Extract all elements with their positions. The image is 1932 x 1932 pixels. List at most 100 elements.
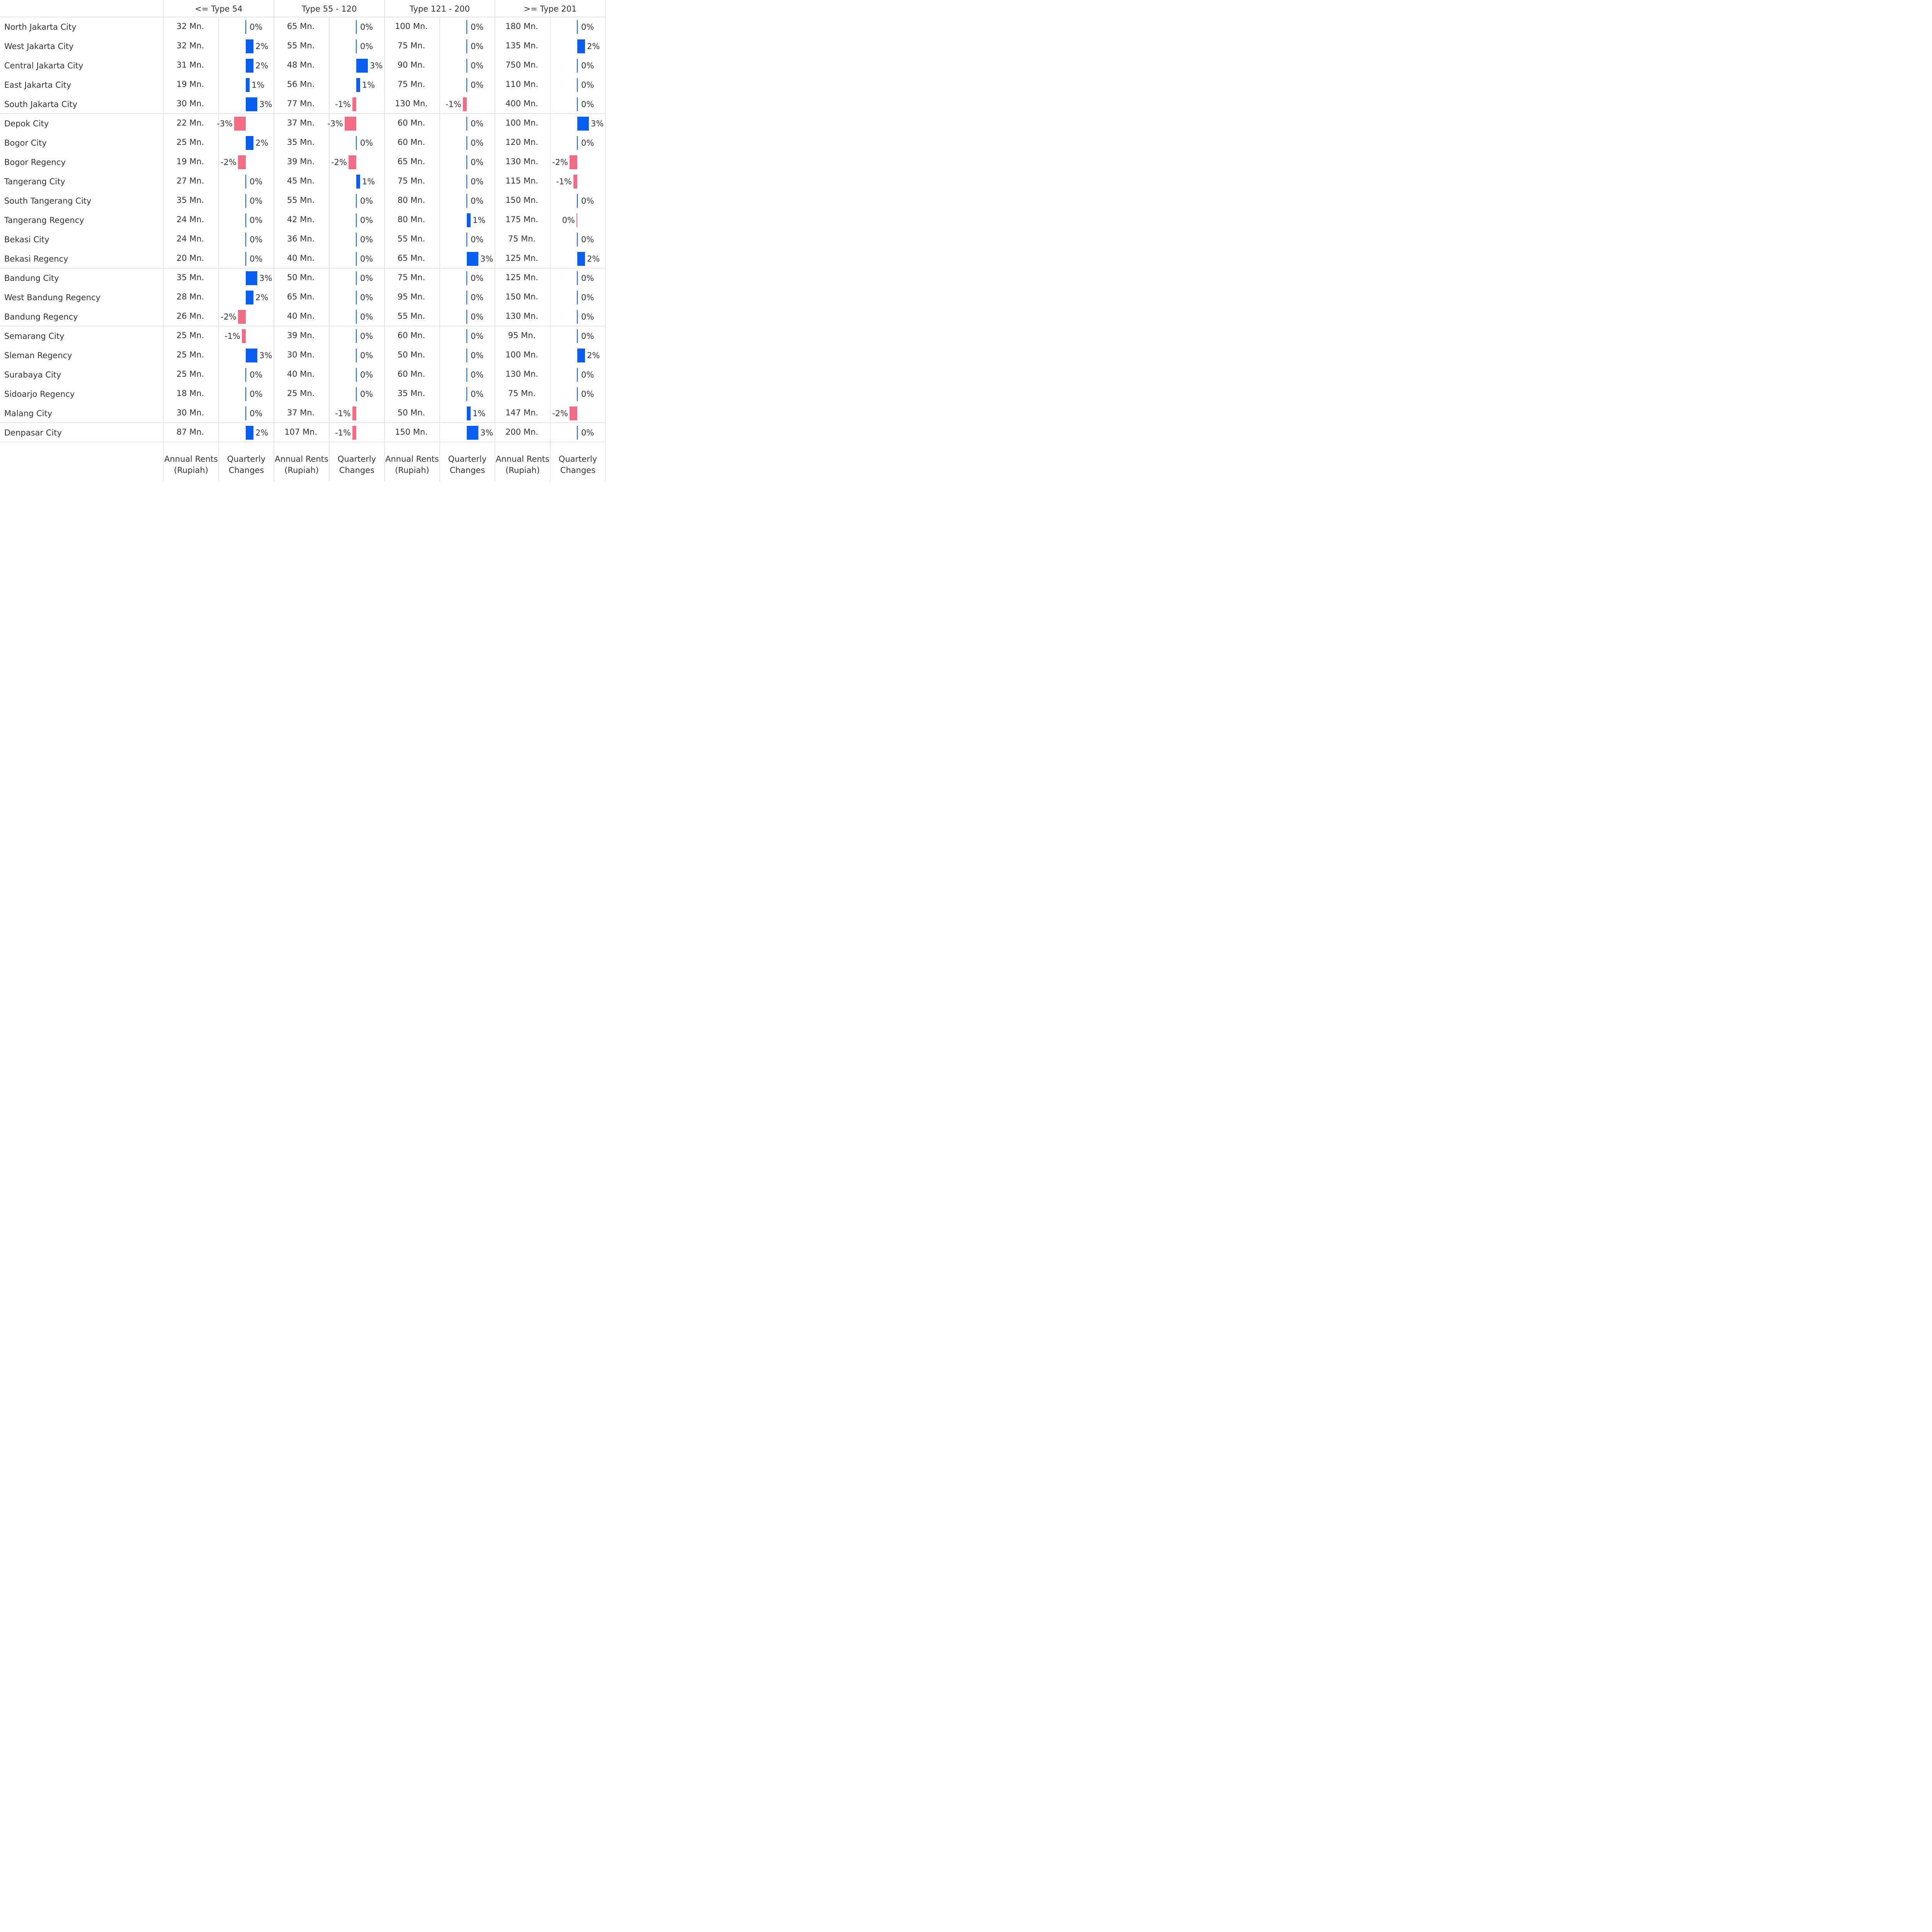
row-label: Bekasi City — [4, 235, 49, 244]
row-label: Tangerang Regency — [4, 216, 84, 225]
row-label: Central Jakarta City — [4, 61, 83, 70]
change-label: 0% — [360, 293, 373, 302]
change-bar-negative — [573, 175, 577, 189]
row-label: Sidoarjo Regency — [4, 389, 75, 399]
annual-rent-value: 75 Mn. — [398, 176, 425, 185]
change-bar-negative — [463, 97, 467, 111]
change-bar-positive — [467, 406, 471, 420]
change-label: 0% — [581, 274, 594, 283]
row-label: Sleman Regency — [4, 351, 72, 360]
change-label: -1% — [224, 332, 240, 341]
change-label: 0% — [581, 138, 594, 148]
change-bar-positive — [246, 136, 253, 150]
change-label: 0% — [581, 312, 594, 321]
rent-table-chart: <= Type 54 Type 55 - 120 Type 121 - 200 >= … — [0, 0, 606, 481]
annual-rent-value: 39 Mn. — [287, 157, 315, 166]
annual-rent-value: 130 Mn. — [505, 157, 538, 166]
annual-rent-value: 150 Mn. — [505, 292, 538, 301]
change-label: 0% — [360, 138, 373, 148]
change-bar-negative — [238, 310, 246, 324]
annual-rent-value: 60 Mn. — [398, 369, 425, 379]
annual-rent-value: 750 Mn. — [505, 60, 538, 70]
annual-rent-value: 55 Mn. — [398, 234, 425, 243]
annual-rent-value: 35 Mn. — [177, 273, 204, 282]
change-label: 3% — [259, 274, 272, 283]
annual-rent-value: 22 Mn. — [177, 118, 204, 128]
column-group-label: >= Type 201 — [524, 4, 577, 14]
change-label: 0% — [471, 138, 483, 148]
annual-rent-value: 24 Mn. — [177, 215, 204, 224]
sub-column-header: Annual Rents — [385, 454, 439, 464]
sub-column-header: Annual Rents — [164, 454, 218, 464]
change-label: -3% — [217, 119, 233, 128]
annual-rent-value: 56 Mn. — [287, 80, 315, 89]
annual-rent-value: 25 Mn. — [287, 389, 315, 398]
annual-rent-value: 39 Mn. — [287, 331, 315, 340]
annual-rent-value: 32 Mn. — [177, 22, 204, 31]
change-bar-positive — [356, 59, 368, 73]
change-bar-negative — [352, 426, 356, 440]
change-label: 0% — [471, 332, 483, 341]
annual-rent-value: 120 Mn. — [505, 138, 538, 147]
change-bar-positive — [577, 349, 585, 362]
annual-rent-value: 19 Mn. — [177, 157, 204, 166]
annual-rent-value: 40 Mn. — [287, 369, 315, 379]
annual-rent-value: 75 Mn. — [508, 234, 536, 243]
change-label: 2% — [255, 428, 268, 437]
change-label: 0% — [471, 196, 483, 206]
change-label: 0% — [360, 42, 373, 51]
row-label: Tangerang City — [4, 177, 65, 186]
change-label: -1% — [335, 409, 351, 418]
sub-column-header: (Rupiah) — [395, 466, 429, 475]
change-bar-positive — [246, 59, 253, 73]
annual-rent-value: 20 Mn. — [177, 253, 204, 263]
change-label: 3% — [480, 428, 493, 437]
change-label: 0% — [471, 158, 483, 167]
change-label: 0% — [360, 370, 373, 379]
sub-column-header: Changes — [450, 466, 485, 475]
change-bar-negative — [238, 155, 246, 169]
annual-rent-value: 60 Mn. — [398, 331, 425, 340]
annual-rent-value: 100 Mn. — [505, 350, 538, 359]
change-label: -1% — [446, 100, 461, 109]
sub-column-header: (Rupiah) — [505, 466, 540, 475]
change-label: 0% — [471, 274, 483, 283]
change-label: 0% — [360, 351, 373, 360]
annual-rent-value: 18 Mn. — [177, 389, 204, 398]
row-label: Bekasi Regency — [4, 254, 68, 264]
annual-rent-value: 150 Mn. — [395, 427, 428, 437]
annual-rent-value: 125 Mn. — [505, 253, 538, 263]
change-label: 0% — [250, 409, 262, 418]
change-bar-negative — [570, 155, 577, 169]
change-label: 2% — [587, 254, 600, 264]
sub-column-header: Quarterly — [448, 454, 486, 464]
change-label: 0% — [360, 389, 373, 399]
change-label: 0% — [581, 370, 594, 379]
row-label: Surabaya City — [4, 370, 61, 379]
annual-rent-value: 150 Mn. — [505, 196, 538, 205]
change-label: 0% — [581, 80, 594, 90]
change-bar-negative — [352, 97, 356, 111]
change-label: 0% — [360, 235, 373, 244]
annual-rent-value: 55 Mn. — [287, 196, 315, 205]
change-label: 3% — [370, 61, 383, 70]
change-label: 2% — [255, 42, 268, 51]
change-label: -2% — [552, 409, 568, 418]
row-label: Bogor City — [4, 138, 47, 148]
change-label: 0% — [250, 235, 262, 244]
change-label: 0% — [581, 235, 594, 244]
change-label: -1% — [335, 428, 351, 437]
change-label: 0% — [250, 370, 262, 379]
annual-rent-value: 200 Mn. — [505, 427, 538, 437]
change-label: -2% — [331, 158, 347, 167]
annual-rent-value: 30 Mn. — [177, 408, 204, 417]
change-bar-positive — [246, 78, 250, 92]
change-label: 0% — [471, 351, 483, 360]
change-label: 0% — [581, 22, 594, 32]
change-bar-negative — [234, 117, 246, 131]
change-label: 0% — [360, 196, 373, 206]
change-label: 2% — [587, 351, 600, 360]
annual-rent-value: 75 Mn. — [398, 41, 425, 50]
sub-column-header: Quarterly — [338, 454, 376, 464]
change-label: 0% — [581, 100, 594, 109]
